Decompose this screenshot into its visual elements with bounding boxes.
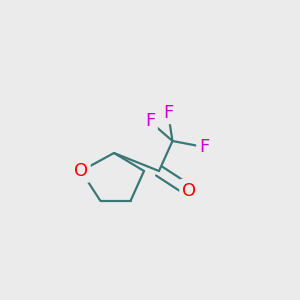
Text: F: F bbox=[199, 138, 209, 156]
Text: F: F bbox=[163, 103, 173, 122]
Text: O: O bbox=[182, 182, 196, 200]
Text: O: O bbox=[74, 162, 88, 180]
Text: F: F bbox=[145, 112, 155, 130]
